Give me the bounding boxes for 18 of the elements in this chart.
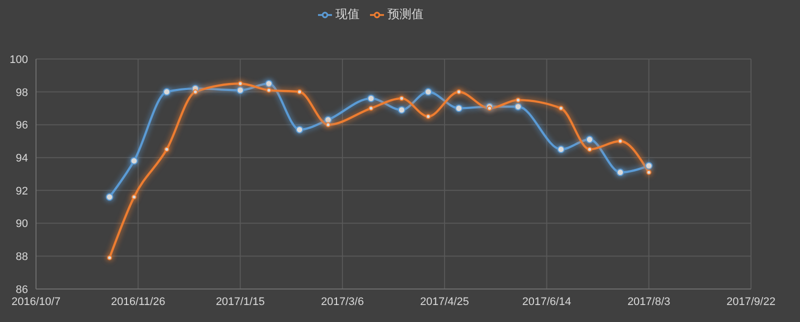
y-tick-label: 100 — [10, 54, 28, 66]
x-tick-label: 2017/1/15 — [216, 296, 265, 308]
x-tick-label: 2017/6/14 — [522, 296, 572, 308]
y-tick-label: 94 — [16, 152, 28, 164]
legend-label: 现值 — [336, 7, 360, 21]
x-tick-label: 2016/11/26 — [111, 296, 166, 308]
y-tick-label: 90 — [16, 218, 28, 230]
y-tick-label: 98 — [16, 86, 28, 99]
x-tick-label: 2017/8/3 — [627, 296, 670, 308]
y-tick-label: 88 — [16, 251, 28, 264]
x-tick-label: 2017/9/22 — [726, 296, 776, 308]
x-tick-label: 2016/10/7 — [12, 296, 60, 308]
legend-label: 预测值 — [388, 7, 424, 21]
x-tick-label: 2017/3/6 — [321, 296, 364, 308]
x-tick-label: 2017/4/25 — [420, 296, 470, 308]
y-tick-label: 86 — [16, 284, 28, 296]
y-tick-label: 96 — [16, 120, 28, 132]
y-tick-label: 92 — [16, 185, 28, 198]
